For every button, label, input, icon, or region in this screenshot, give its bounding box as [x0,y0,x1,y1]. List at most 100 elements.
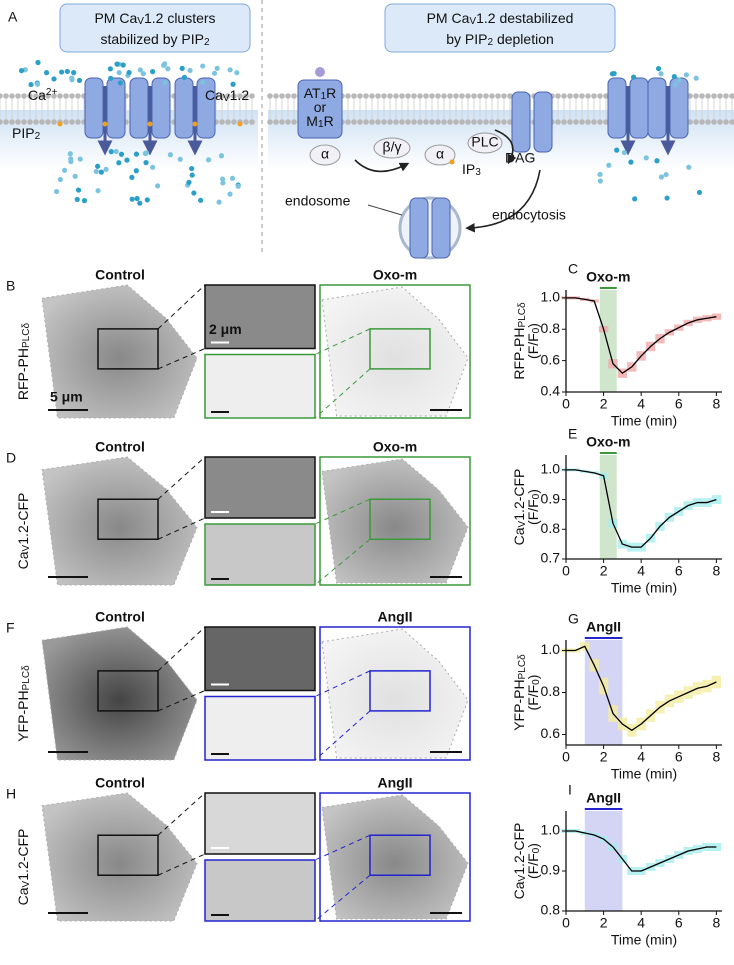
ca-ion [229,175,236,181]
lipid [471,119,477,125]
ca-ion [133,151,140,157]
lipid [9,93,15,99]
y-tick-label: 0.8 [541,320,561,336]
lipid [555,119,561,125]
ca-ion [28,81,34,88]
lipid [273,93,279,99]
stimulus-label: AngII [586,619,621,635]
alpha: α [436,146,444,162]
x-axis-label: Time (min) [611,413,677,429]
alpha-shape [309,144,341,166]
lipid [501,93,507,99]
lipid [699,119,705,125]
ca-ion [187,67,193,74]
ca-ion [227,191,233,197]
lipid [579,119,585,125]
row-label-part: YFP-PH [15,690,31,741]
treatment-label: AngII [378,775,413,791]
ca-ion [75,187,82,193]
ca-ion [621,149,627,156]
zoom-connector [314,834,371,861]
ca-ion [68,158,74,165]
ca-ion [71,70,77,76]
x-tick-label: 8 [712,396,720,412]
ca-ion [93,168,99,175]
receptor-text: AT1R [304,85,337,102]
ca-ion [628,159,634,165]
ca-ion [200,79,206,85]
lipid [39,93,45,99]
ca-ion [230,81,236,87]
lipid [483,119,489,125]
x-tick-label: 6 [675,563,683,579]
ca-ion [205,157,212,163]
lipid [399,119,405,125]
lipid [63,93,69,99]
control-label: Control [95,609,145,625]
lipid [585,93,591,99]
ca-ion [693,75,699,81]
cell-image [41,284,198,419]
lipid [39,119,45,125]
ip3-dot [449,159,455,165]
ca-ion [150,164,156,170]
ca-ion [696,189,703,196]
lipid [465,119,471,125]
ca-ion [144,197,150,203]
zoom-box [97,328,159,370]
zoom-connector [314,710,371,761]
zoom-connector [157,626,206,672]
lipid [471,93,477,99]
lipid [369,119,375,125]
ca-ion [162,80,168,86]
receptor-text-part: or [314,99,327,115]
lipid [243,93,249,99]
box-text-part: 1.2 destabilized [476,10,573,26]
ca-ion [150,69,156,75]
endosome-pointer [367,204,403,216]
lipid [75,93,81,99]
channel [647,77,667,139]
pip2-label-part: PIP [12,125,35,141]
scale-label: 2 μm [209,321,242,337]
lipid [561,119,567,125]
receptor-text-part: 1 [318,119,324,130]
lipid [711,119,717,125]
y-tick-label: 0.9 [541,490,561,506]
x-tick-label: 0 [562,749,570,765]
dag: DAG [505,150,535,166]
ca-ion [116,69,122,76]
lipid [567,93,573,99]
y-tick-label: 0.7 [541,550,561,566]
x-tick-label: 2 [600,915,608,931]
row-label-part: V [21,544,32,551]
endosome [398,196,462,260]
lipid [729,119,734,125]
lipid [237,93,243,99]
stimulus-label: Oxo-m [586,434,630,450]
plc: PLC [471,134,498,150]
zoom-connector [157,792,206,836]
ip3-part: 3 [475,167,481,178]
ca-ion [140,71,146,77]
y-axis-label-part: Ca [511,881,527,899]
y-axis-label: (F/F0) [525,843,542,879]
channel [629,77,649,139]
lipid [0,93,3,99]
channel [533,91,553,153]
lipid [477,119,483,125]
panel-label: E [568,426,577,442]
panel-label: I [568,782,572,798]
ca-ion [133,168,139,174]
zoom-connector [157,456,206,500]
lipid [369,93,375,99]
endocytosis-label: endocytosis [492,207,566,223]
panel-label: D [6,450,16,466]
panel-label: G [568,611,579,627]
lipid [603,93,609,99]
x-axis-label: Time (min) [611,766,677,782]
lipid [429,119,435,125]
ca-ion [74,196,80,203]
receptor-text-part: R [324,113,334,129]
